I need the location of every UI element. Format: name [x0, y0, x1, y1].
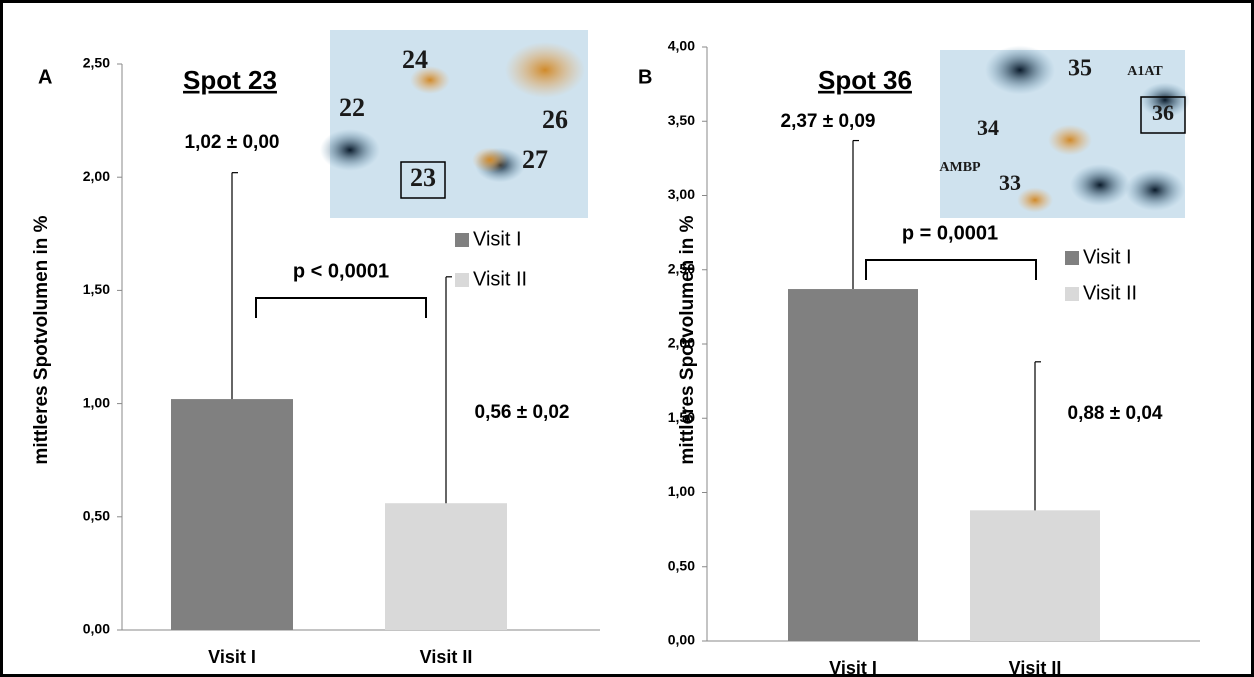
inset-label: 36 [1152, 100, 1174, 125]
bar [171, 399, 293, 630]
inset-label: A1AT [1127, 64, 1163, 79]
legend-swatch [1065, 251, 1079, 265]
inset-label: 34 [977, 115, 999, 140]
y-axis-label: mittleres Spotvolumen in % [31, 215, 52, 464]
legend-label: Visit II [473, 268, 527, 290]
inset-label: 35 [1068, 56, 1092, 82]
legend-swatch [455, 273, 469, 287]
panel-label: A [38, 66, 52, 88]
panel-label: B [638, 66, 652, 88]
inset-label: 26 [542, 105, 568, 134]
x-tick-label: Visit I [208, 647, 256, 667]
inset-spot [472, 147, 508, 172]
bar [970, 510, 1100, 641]
legend-label: Visit II [1083, 282, 1137, 304]
figure: 24 22 26 27 23 0,00 0,50 1,00 1,50 2,00 2,50 A Spot … [0, 0, 1254, 677]
y-tick-label: 0,00 [668, 632, 695, 648]
x-tick-label: Visit II [1009, 658, 1062, 677]
inset-label: 27 [522, 145, 548, 174]
y-tick-label: 4,00 [668, 38, 695, 54]
value-label: 0,56 ± 0,02 [475, 402, 570, 423]
y-tick-label: 0,00 [83, 621, 110, 637]
y-tick-label: 0,50 [83, 508, 110, 524]
inset-spot [1048, 125, 1092, 156]
y-tick-label: 1,50 [83, 281, 110, 297]
inset-label: AMBP [939, 160, 981, 175]
value-label: 0,88 ± 0,04 [1068, 403, 1163, 424]
inset-spot [320, 129, 380, 171]
inset-spot [505, 42, 585, 98]
y-tick-label: 1,00 [83, 394, 110, 410]
legend-label: Visit I [1083, 246, 1132, 268]
inset-label: 23 [410, 163, 436, 192]
annotation: p = 0,0001 [902, 222, 998, 244]
y-tick-label: 2,00 [83, 168, 110, 184]
y-tick-label: 3,50 [668, 112, 695, 128]
legend-label: Visit I [473, 228, 522, 250]
value-label: 1,02 ± 0,00 [185, 132, 280, 153]
y-tick-label: 1,00 [668, 483, 695, 499]
chart-title: Spot 23 [183, 65, 277, 95]
x-tick-label: Visit II [420, 647, 473, 667]
inset-label: 33 [999, 170, 1021, 195]
chart-title: Spot 36 [818, 65, 912, 95]
y-tick-label: 2,50 [83, 55, 110, 71]
y-axis-label: mittleres Spotvolumen in % [677, 215, 698, 464]
legend-swatch [455, 233, 469, 247]
bar [385, 503, 507, 630]
y-tick-label: 0,50 [668, 557, 695, 573]
bar [788, 289, 918, 641]
inset-spot [1017, 187, 1053, 212]
y-tick-label: 3,00 [668, 186, 695, 202]
inset-spot [1125, 169, 1185, 211]
value-label: 2,37 ± 0,09 [781, 111, 876, 132]
annotation: p < 0,0001 [293, 260, 389, 282]
legend-swatch [1065, 287, 1079, 301]
inset-label: 22 [339, 93, 365, 122]
inset-spot [1070, 164, 1130, 206]
inset-spot [985, 46, 1055, 95]
x-tick-label: Visit I [829, 658, 877, 677]
inset-label: 24 [402, 45, 428, 74]
